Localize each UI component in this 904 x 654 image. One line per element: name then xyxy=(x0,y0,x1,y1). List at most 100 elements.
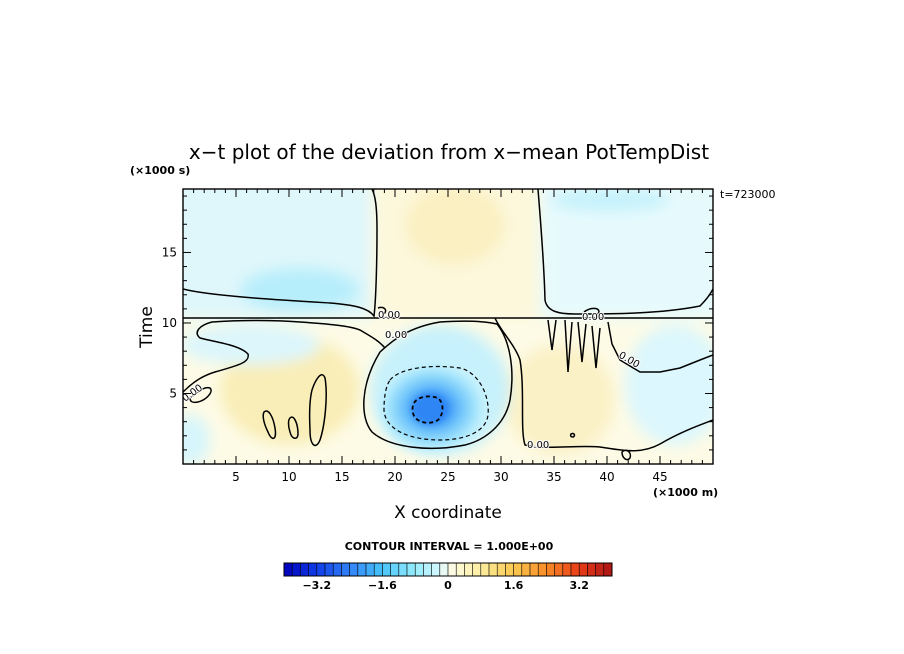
contour-label: 0.00 xyxy=(385,330,407,341)
colorbar-swatch xyxy=(480,562,490,577)
field-lower-left-blue xyxy=(183,415,210,464)
negative-contours xyxy=(383,365,489,441)
field-upper-right-blue xyxy=(550,189,670,212)
colorbar-swatch xyxy=(332,562,342,577)
heatmap-field xyxy=(183,189,713,464)
colorbar-swatch xyxy=(587,562,597,577)
colorbar-swatch xyxy=(578,562,588,577)
y-unit-label: (×1000 s) xyxy=(130,164,190,177)
field-lower-right-blue xyxy=(625,325,713,445)
contour-zero-upper-right xyxy=(537,189,713,315)
colorbar-tick-label: 0 xyxy=(444,579,452,592)
contour-zero-right-notches xyxy=(547,319,713,373)
contour-small-right-1 xyxy=(621,449,632,461)
field-upper-left-blue xyxy=(240,268,360,312)
colorbar-tick-label: −1.6 xyxy=(368,579,397,592)
colorbar-swatch xyxy=(365,562,375,577)
colorbar-swatch xyxy=(505,562,515,577)
x-unit-label: (×1000 m) xyxy=(653,486,718,499)
colorbar-swatch xyxy=(398,562,408,577)
x-tick-label: 15 xyxy=(334,470,349,484)
field-lower-right-yellow xyxy=(505,345,615,455)
y-tick-label: 15 xyxy=(162,245,177,259)
field-upper-mid-yellow xyxy=(405,189,505,265)
contour-label: 0.00 xyxy=(582,312,604,323)
y-tick-label: 5 xyxy=(169,386,177,400)
x-tick-label: 10 xyxy=(281,470,296,484)
contour-minus-2 xyxy=(411,395,444,424)
x-tick-label: 35 xyxy=(546,470,561,484)
x-tick-label: 45 xyxy=(652,470,667,484)
x-tick-label: 20 xyxy=(387,470,402,484)
colorbar-swatch xyxy=(341,562,351,577)
colorbar-swatch xyxy=(496,562,506,577)
contour-upper-small-1 xyxy=(377,306,387,315)
contour-upper-small-2 xyxy=(583,307,600,315)
colorbar-swatch xyxy=(488,562,498,577)
contour-zero-right-lower xyxy=(494,317,713,452)
colorbar-swatch xyxy=(447,562,457,577)
x-tick-label: 5 xyxy=(232,470,240,484)
colorbar-ticks: −3.2 −1.6 0 1.6 3.2 xyxy=(302,579,589,592)
x-tick-label: 40 xyxy=(599,470,614,484)
contour-small-left-4 xyxy=(189,386,212,404)
colorbar-swatch xyxy=(562,562,572,577)
colorbar-swatch xyxy=(423,562,433,577)
colorbar-swatch xyxy=(570,562,580,577)
colorbar-swatch xyxy=(472,562,482,577)
colorbar-swatch xyxy=(546,562,556,577)
colorbar xyxy=(283,562,613,577)
colorbar-tick-label: 3.2 xyxy=(569,579,589,592)
contour-small-left-3 xyxy=(308,374,327,447)
colorbar-swatch xyxy=(283,562,293,577)
contour-small-left-2 xyxy=(287,416,299,439)
colorbar-swatch xyxy=(390,562,400,577)
colorbar-swatch xyxy=(414,562,424,577)
colorbar-swatch xyxy=(406,562,416,577)
colorbar-swatch xyxy=(464,562,474,577)
time-stamp: t=723000 xyxy=(720,188,776,201)
contour-minus-1 xyxy=(383,365,489,441)
contour-zero-lower-left xyxy=(183,319,386,393)
colorbar-swatch xyxy=(529,562,539,577)
colorbar-swatch xyxy=(521,562,531,577)
colorbar-tick-label: 1.6 xyxy=(504,579,524,592)
contour-small-left-1 xyxy=(262,410,277,440)
contour-cold-boundary xyxy=(363,320,513,450)
colorbar-swatch xyxy=(455,562,465,577)
colorbar-swatch xyxy=(308,562,318,577)
contour-interval-text: CONTOUR INTERVAL = 1.000E+00 xyxy=(345,540,554,553)
y-tick-label: 10 xyxy=(162,316,177,330)
y-axis: 5 10 15 xyxy=(162,195,713,451)
colorbar-frame xyxy=(283,562,613,577)
contour-lines xyxy=(183,189,713,461)
colorbar-swatch xyxy=(357,562,367,577)
colorbar-swatch xyxy=(382,562,392,577)
colorbar-swatch xyxy=(513,562,523,577)
colorbar-swatch xyxy=(554,562,564,577)
contour-label: 0.00 xyxy=(527,440,549,451)
cold-core-inner xyxy=(412,394,448,424)
colorbar-swatch xyxy=(431,562,441,577)
colorbar-swatch xyxy=(595,562,605,577)
colorbar-swatch xyxy=(291,562,301,577)
contour-label: 0.00 xyxy=(378,310,400,321)
colorbar-tick-label: −3.2 xyxy=(302,579,331,592)
x-tick-label: 25 xyxy=(440,470,455,484)
colorbar-swatch xyxy=(603,562,613,577)
colorbar-swatch xyxy=(324,562,334,577)
colorbar-swatch xyxy=(373,562,383,577)
colorbar-swatch xyxy=(300,562,310,577)
x-axis: 5 10 15 20 25 30 35 40 45 xyxy=(193,189,703,484)
y-axis-label: Time xyxy=(137,306,157,349)
x-tick-label: 30 xyxy=(493,470,508,484)
colorbar-swatch xyxy=(349,562,359,577)
contour-small-right-2 xyxy=(569,432,576,438)
chart-title: x−t plot of the deviation from x−mean Po… xyxy=(189,140,709,164)
contour-zero-upper-left xyxy=(183,189,378,318)
colorbar-swatch xyxy=(316,562,326,577)
field-upper-lower-band xyxy=(183,325,320,365)
x-axis-label: X coordinate xyxy=(394,503,502,523)
colorbar-swatch xyxy=(439,562,449,577)
